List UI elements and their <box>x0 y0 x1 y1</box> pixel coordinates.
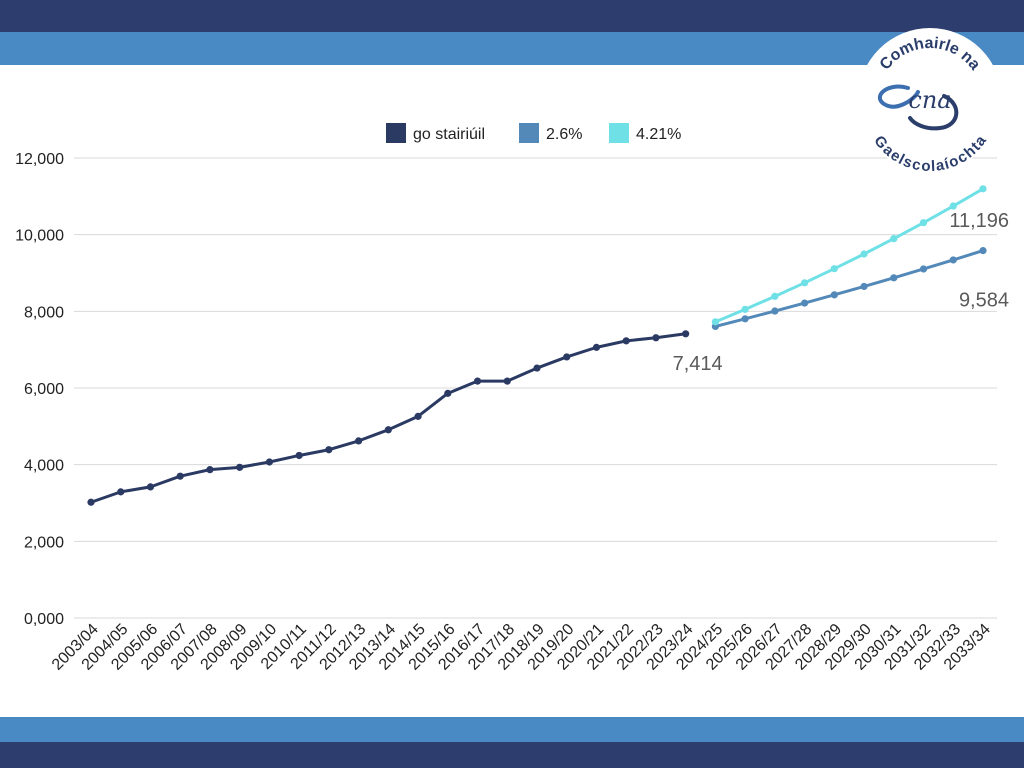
data-point <box>444 389 452 397</box>
legend-label: go stairiúil <box>413 126 485 143</box>
data-point <box>771 292 779 300</box>
y-tick-label: 8,000 <box>24 304 64 321</box>
y-tick-label: 12,000 <box>15 151 64 168</box>
data-point <box>801 279 809 287</box>
data-point <box>890 235 898 243</box>
data-point <box>563 353 571 361</box>
data-point <box>801 299 809 307</box>
data-label: 7,414 <box>673 353 723 375</box>
header-band-dark <box>0 0 1024 32</box>
data-point <box>830 265 838 273</box>
data-point <box>265 458 273 466</box>
data-point <box>503 377 511 385</box>
data-point <box>533 364 541 372</box>
data-point <box>236 463 244 471</box>
data-point <box>860 250 868 258</box>
data-point <box>117 488 125 496</box>
data-point <box>622 337 630 345</box>
y-tick-label: 10,000 <box>15 228 64 245</box>
data-point <box>830 291 838 299</box>
data-point <box>146 483 155 491</box>
data-point <box>741 305 749 313</box>
data-point <box>295 451 303 460</box>
data-point <box>414 412 422 420</box>
data-point <box>979 185 987 193</box>
data-point <box>771 307 779 315</box>
logo-swirl-right <box>908 94 959 131</box>
gridlines <box>74 157 997 619</box>
data-point <box>949 256 957 264</box>
data-point <box>919 219 928 227</box>
y-tick-label: 0,000 <box>24 611 64 628</box>
y-tick-label: 4,000 <box>24 458 64 475</box>
series-line <box>714 187 984 324</box>
data-point <box>979 247 987 255</box>
data-point <box>860 282 868 291</box>
data-label: 11,196 <box>949 210 1009 232</box>
series-line <box>715 249 984 328</box>
data-point <box>741 315 749 323</box>
legend: go stairiúil 2.6% 4.21% <box>386 123 681 143</box>
y-tick-label: 6,000 <box>24 381 64 398</box>
logo-monogram: cna <box>908 86 951 114</box>
y-axis-ticks: 0,000 2,000 4,000 6,000 8,000 10,000 12,000 <box>15 151 64 628</box>
data-point <box>711 318 720 326</box>
logo: Comhairle na Gaelscolaíochta cna <box>858 28 1002 176</box>
data-point <box>682 330 690 338</box>
x-axis-ticks: 2003/042004/052005/062006/072007/082008/… <box>49 621 994 674</box>
header-band-light <box>0 32 1024 65</box>
data-point <box>355 437 363 445</box>
data-point <box>949 202 957 210</box>
data-label: 9,584 <box>959 290 1009 312</box>
data-point <box>473 377 482 385</box>
data-labels: 7,414 11,196 9,584 <box>673 210 1009 375</box>
data-point <box>87 498 95 506</box>
legend-swatch <box>519 123 539 143</box>
footer-band-dark <box>0 742 1024 768</box>
y-tick-label: 2,000 <box>24 534 64 551</box>
data-point <box>176 472 184 480</box>
legend-label: 2.6% <box>546 126 582 143</box>
series-layer <box>87 185 987 506</box>
legend-swatch <box>386 123 406 143</box>
data-point <box>652 334 660 342</box>
data-point <box>325 446 333 454</box>
data-point <box>890 274 898 282</box>
data-point <box>592 343 601 351</box>
legend-label: 4.21% <box>636 126 681 143</box>
logo-badge <box>858 28 1002 172</box>
data-point <box>206 466 214 474</box>
legend-swatch <box>609 123 629 143</box>
data-point <box>384 426 392 434</box>
logo-swirl-left <box>877 84 920 109</box>
data-point <box>919 265 928 273</box>
footer-band-light <box>0 717 1024 742</box>
